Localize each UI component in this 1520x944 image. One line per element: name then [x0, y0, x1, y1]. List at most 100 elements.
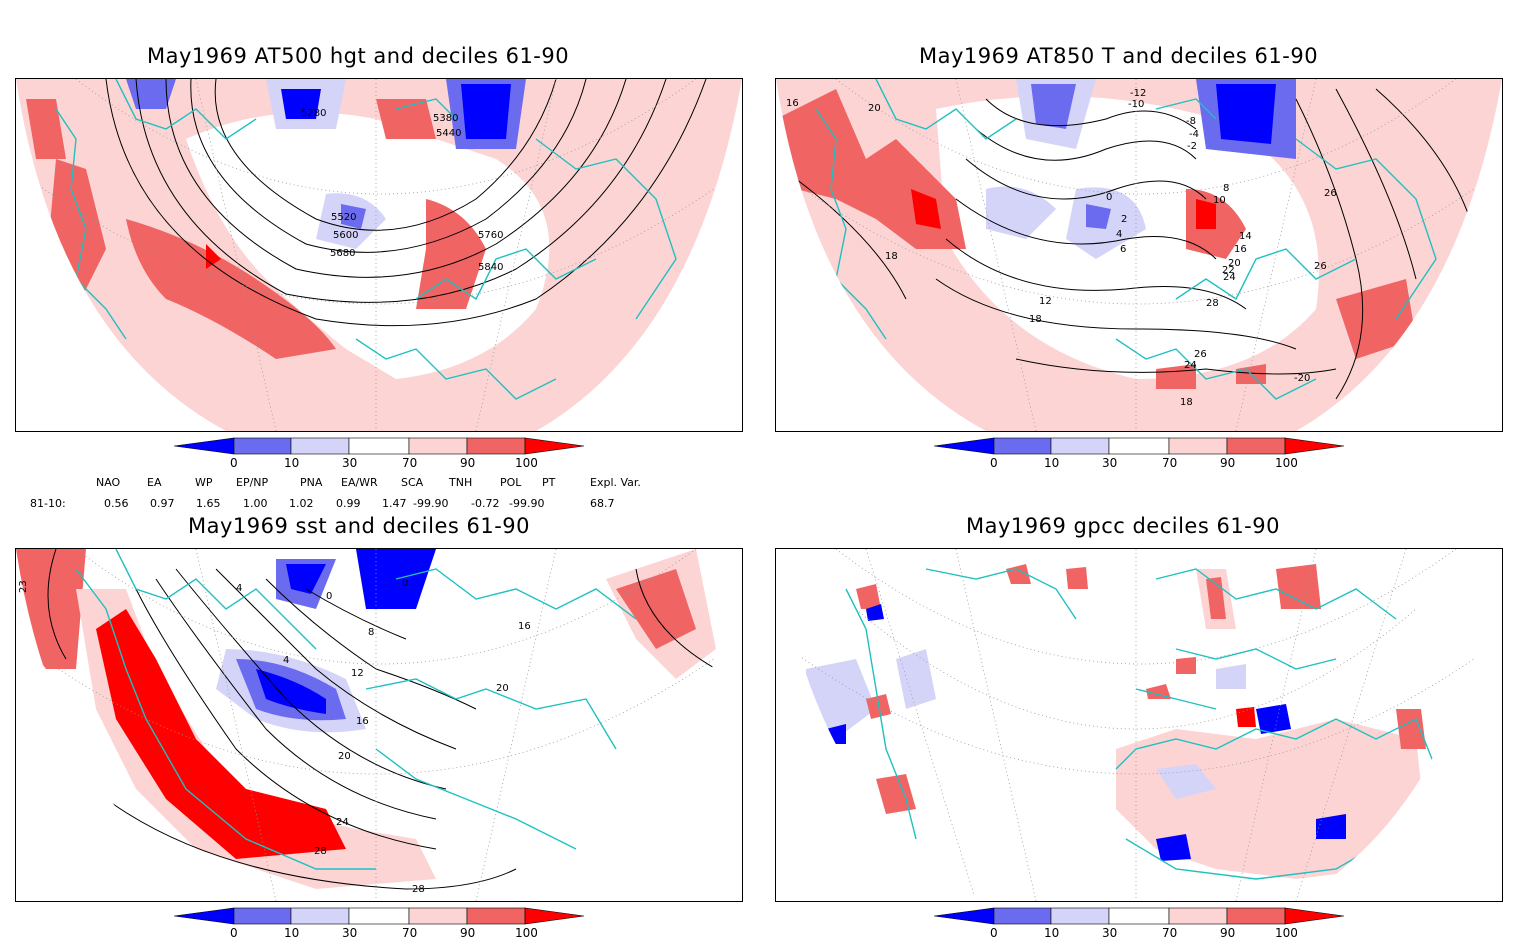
panel-title-sst: May1969 sst and deciles 61-90 — [188, 514, 531, 538]
colorbar-segment — [408, 907, 468, 925]
colorbar-segment — [290, 437, 350, 455]
contour-label: 14 — [1239, 231, 1252, 242]
map-gpcc — [775, 548, 1503, 902]
temperature-contour — [1335, 88, 1417, 280]
colorbar-segment — [173, 437, 235, 455]
index-header: NAO — [96, 476, 121, 489]
colorbar-segment — [466, 437, 526, 455]
anomaly-region — [1236, 707, 1256, 727]
anomaly-region — [1156, 764, 1216, 799]
contour-label: -20 — [1294, 373, 1310, 384]
graticule-line — [16, 638, 742, 775]
colorbar-tick: 90 — [1220, 456, 1235, 470]
index-header: PT — [542, 476, 556, 489]
colorbar-tick: 30 — [1102, 456, 1117, 470]
height-contour — [190, 79, 587, 253]
graticule-line — [195, 79, 277, 431]
anomaly-region — [1396, 709, 1426, 749]
contour-label: 16 — [356, 716, 369, 727]
colorbar-segment — [1168, 437, 1228, 455]
coastline — [115, 79, 257, 140]
panel-title-gpcc: May1969 gpcc deciles 61-90 — [966, 514, 1280, 538]
anomaly-region — [76, 589, 436, 889]
temperature-contour — [1015, 358, 1337, 375]
index-value: -99.90 — [509, 497, 545, 510]
sst-contour — [47, 549, 67, 660]
contour-label: 8 — [1223, 183, 1229, 194]
colorbar-sst: 0 10 30 70 90 100 — [173, 906, 586, 940]
colorbar-tick: 10 — [284, 926, 299, 940]
index-header: TNH — [449, 476, 473, 489]
contour-label: 20 — [868, 103, 881, 114]
anomaly-region — [1256, 704, 1291, 734]
contour-label: 18 — [885, 251, 898, 262]
graticule-line — [955, 79, 1037, 431]
index-row-label: 81-10: — [30, 497, 66, 510]
map-sst: 23 4 0 0 4 8 12 16 20 24 28 28 16 20 — [15, 548, 743, 902]
colorbar-tick: 0 — [990, 456, 998, 470]
colorbar-tick: 90 — [460, 456, 475, 470]
sst-contour — [265, 578, 477, 710]
map-at850: 16 20 -12 -10 -8 -4 -2 0 2 4 6 8 10 12 1… — [775, 78, 1503, 432]
index-header: Expl. Var. — [590, 476, 641, 489]
colorbar-segment — [1226, 907, 1286, 925]
coastline — [375, 748, 577, 850]
colorbar-tick: 100 — [515, 926, 538, 940]
anomaly-region — [96, 609, 346, 859]
colorbar-segment — [466, 907, 526, 925]
sst-contour — [175, 568, 447, 790]
colorbar-segment — [290, 907, 350, 925]
anomaly-region — [616, 569, 696, 649]
temperature-contour — [985, 98, 1197, 130]
coastline — [535, 138, 677, 320]
anomaly-region — [256, 669, 326, 714]
contour-label: 12 — [1039, 296, 1052, 307]
contour-label: 0 — [1106, 192, 1112, 203]
contour-label: 5600 — [333, 230, 358, 241]
colorbar-segment — [933, 437, 995, 455]
coastline — [115, 549, 317, 650]
index-value: 1.47 — [382, 497, 407, 510]
contour-label: 12 — [351, 668, 364, 679]
anomaly-region — [896, 649, 936, 709]
graticule-line — [776, 168, 1502, 305]
temperature-contour — [975, 128, 1197, 161]
temperature-contour — [1295, 98, 1364, 400]
colorbar-segment — [1050, 437, 1110, 455]
index-value: 0.99 — [336, 497, 361, 510]
coastline — [1115, 338, 1317, 400]
sst-contour — [155, 578, 437, 820]
panel-title-at850: May1969 AT850 T and deciles 61-90 — [919, 44, 1319, 68]
coastline — [1175, 248, 1357, 301]
colorbar-tick: 90 — [1220, 926, 1235, 940]
contour-label: 16 — [786, 98, 799, 109]
anomaly-region — [1116, 719, 1426, 879]
colorbar-segment — [524, 907, 585, 925]
anomaly-region — [376, 99, 436, 139]
coastline — [395, 568, 637, 620]
contour-label: -4 — [1189, 129, 1199, 140]
contour-label: 18 — [1029, 314, 1042, 325]
contour-label: 5440 — [436, 128, 461, 139]
contour-label: 16 — [518, 621, 531, 632]
temperature-contour — [955, 198, 1217, 260]
contour-label: 26 — [1324, 188, 1337, 199]
colorbar-segment — [173, 907, 235, 925]
colorbar-segment — [348, 437, 410, 455]
anomaly-region — [1196, 199, 1216, 229]
colorbar-segment — [408, 437, 468, 455]
coastline — [395, 98, 457, 120]
graticule-line — [195, 549, 277, 901]
contour-label: 5380 — [433, 113, 458, 124]
contour-label: 20 — [338, 751, 351, 762]
coastline — [55, 108, 127, 340]
colorbar-segment — [524, 437, 585, 455]
colorbar-tick: 100 — [515, 456, 538, 470]
anomaly-region — [1006, 564, 1031, 584]
colorbar-tick: 30 — [1102, 926, 1117, 940]
anomaly-region — [341, 204, 366, 229]
contour-label: 5760 — [478, 230, 503, 241]
anomaly-region — [1216, 84, 1276, 144]
contour-label: 8 — [368, 627, 374, 638]
contour-label: 0 — [402, 578, 408, 589]
